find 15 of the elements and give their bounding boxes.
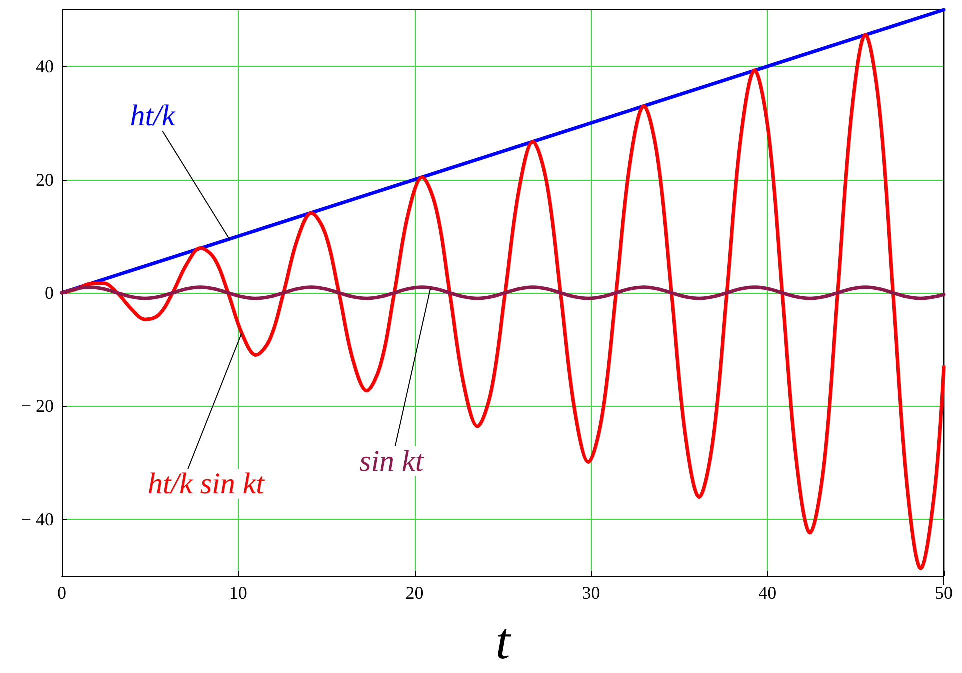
x-tick-label: 0 [58, 583, 66, 603]
y-tick-label: 40 [36, 56, 54, 77]
x-tick-label: 10 [229, 583, 248, 603]
y-tick-label: 20 [36, 170, 54, 190]
y-tick-label: 0 [45, 283, 54, 303]
text: sin kt [360, 444, 424, 478]
x-tick-label: 20 [406, 583, 424, 603]
text: ht/k sin kt [148, 468, 266, 501]
x-axis-title: t [496, 614, 512, 670]
text: ht/k [130, 100, 176, 133]
y-tick-label: − 20 [21, 396, 54, 416]
x-tick-label: 40 [758, 583, 777, 603]
y-tick-label: − 40 [21, 509, 54, 530]
x-tick-label: 30 [582, 583, 600, 603]
x-tick-label: 50 [935, 583, 953, 603]
